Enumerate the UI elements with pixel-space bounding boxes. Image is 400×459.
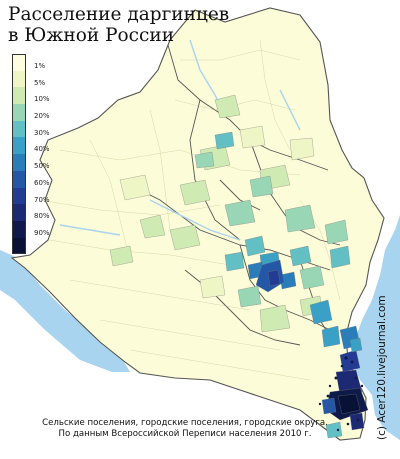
choropleth-cells	[109, 94, 369, 439]
legend-swatch	[12, 187, 26, 205]
legend-swatch	[12, 70, 26, 88]
settlement-dots	[318, 356, 364, 432]
title-line-1: Расселение даргинцев	[8, 4, 230, 25]
legend-label: 80%	[34, 212, 50, 221]
legend-swatch	[12, 104, 26, 121]
black-sea	[0, 250, 130, 372]
map-caption: Сельские поселения, городские поселения,…	[0, 418, 370, 440]
legend-label: 10%	[34, 95, 50, 104]
legend-swatch	[12, 154, 26, 171]
legend-swatch	[12, 220, 26, 238]
legend-label: 90%	[34, 228, 50, 237]
legend-swatch	[12, 137, 26, 155]
credit-text: (c) Acer120.livejournal.com	[376, 295, 388, 440]
legend-swatch	[12, 170, 26, 188]
legend-label: 70%	[34, 195, 50, 204]
legend-label: 60%	[34, 178, 50, 187]
legend-label: 40%	[34, 145, 50, 154]
caption-line-1: Сельские поселения, городские поселения,…	[42, 418, 328, 428]
legend-swatch	[12, 237, 26, 255]
rivers	[59, 39, 301, 241]
map-title: Расселение даргинцев в Южной России	[8, 4, 229, 46]
title-line-2: в Южной России	[8, 25, 175, 46]
legend-label: 1%	[34, 62, 46, 70]
legend-swatch	[12, 54, 26, 71]
caption-line-2: По данным Всероссийской Переписи населен…	[58, 429, 312, 439]
caspian-sea	[352, 215, 400, 440]
legend-label: 5%	[34, 78, 46, 87]
legend-label: 30%	[34, 128, 50, 137]
municipal-grid	[39, 39, 341, 381]
legend-label: 50%	[34, 162, 50, 171]
legend-swatch	[12, 204, 26, 221]
legend-swatch	[12, 87, 26, 105]
legend-label: 20%	[34, 112, 50, 121]
legend-swatch	[12, 120, 26, 138]
